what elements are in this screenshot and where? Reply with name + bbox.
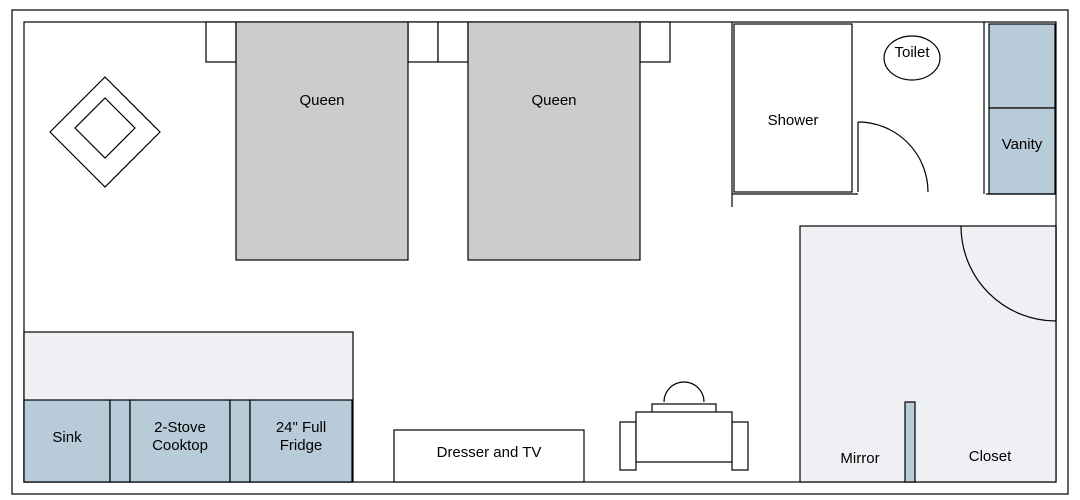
vanity-upper (989, 24, 1055, 108)
toilet-label: Toilet (832, 44, 992, 62)
nightstand (640, 22, 670, 62)
shower-label: Shower (713, 112, 873, 130)
nightstand (408, 22, 438, 62)
vanity-label: Vanity (942, 136, 1080, 154)
closet (800, 226, 1056, 482)
mirror (905, 402, 915, 482)
dining-chair-right (732, 422, 748, 470)
bath-door-arc (858, 122, 928, 192)
bed-label: Queen (474, 92, 634, 110)
bed-queen (468, 22, 640, 260)
nightstand (438, 22, 468, 62)
counter-label: Fridge (221, 437, 381, 455)
bed-label: Queen (242, 92, 402, 110)
bed-queen (236, 22, 408, 260)
nightstand (206, 22, 236, 62)
dining-chair-back (664, 382, 704, 402)
mirror-label: Mirror (780, 450, 940, 468)
dining-chair-left (620, 422, 636, 470)
dining-table (636, 412, 732, 462)
counter-label: 24" Full (221, 419, 381, 437)
dresser-label: Dresser and TV (409, 444, 569, 462)
